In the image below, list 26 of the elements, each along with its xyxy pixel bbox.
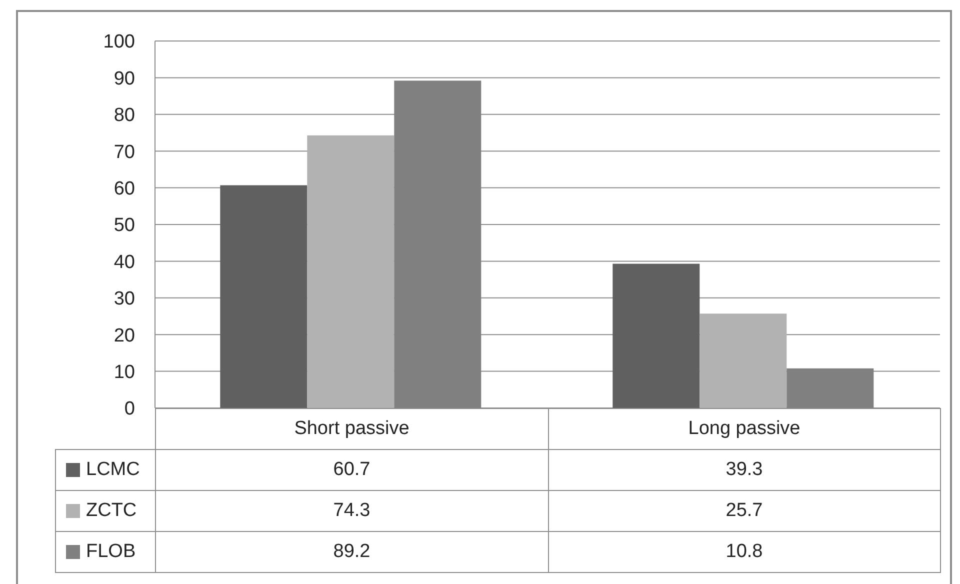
x-tick-label: Short passive [155,408,548,450]
data-label: 25.7 [548,490,941,532]
legend-label: LCMC [86,459,140,481]
y-tick-label: 90 [114,68,135,90]
y-tick-label: 40 [114,252,135,273]
y-tick-label: 70 [114,142,135,163]
x-tick-label: Long passive [548,408,941,450]
bar [307,135,394,408]
y-tick-label: 10 [114,362,135,384]
y-tick-label: 80 [114,105,135,126]
y-tick-label: 50 [114,215,135,236]
data-label: 60.7 [155,449,548,491]
data-label: 39.3 [548,449,941,491]
y-tick-label: 20 [114,325,135,346]
bar [220,185,308,408]
bar [700,314,787,408]
legend-label: ZCTC [86,500,137,522]
data-label: 74.3 [155,490,548,532]
y-tick-label: 60 [114,178,135,200]
bar [612,264,700,408]
y-tick-label: 100 [103,32,135,53]
y-tick-label: 30 [114,288,135,310]
legend-label: FLOB [86,541,136,563]
y-tick-label: 0 [124,398,135,420]
data-label: 89.2 [155,531,548,573]
data-label: 10.8 [548,531,941,573]
